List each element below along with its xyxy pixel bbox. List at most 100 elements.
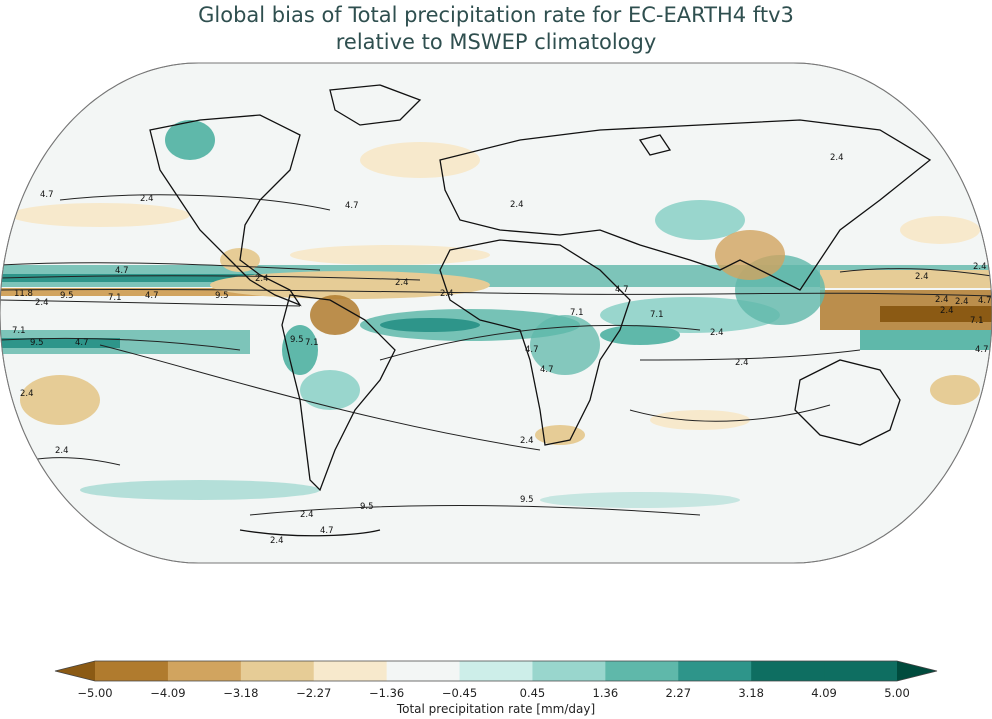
colorbar-cell <box>95 661 169 681</box>
contour-label: 2.4 <box>20 389 34 399</box>
colorbar-cell <box>824 661 898 681</box>
map-title-line2: relative to MSWEP climatology <box>335 30 657 54</box>
contour-label: 2.4 <box>395 278 409 288</box>
bias-patch <box>20 375 100 425</box>
contour-label: 9.5 <box>360 502 374 512</box>
contour-line <box>0 262 321 271</box>
bias-patch <box>360 142 480 178</box>
contour-label: 2.4 <box>915 272 929 282</box>
colorbar-tick-label: −4.09 <box>150 686 186 700</box>
colorbar-cell <box>678 661 752 681</box>
colorbar <box>54 660 938 682</box>
continent-outline <box>239 529 381 537</box>
continent-outline <box>439 119 932 291</box>
bias-patch <box>0 338 120 348</box>
contour-label: 2.4 <box>710 328 724 338</box>
contour-label: 9.5 <box>290 335 304 345</box>
bias-patch <box>165 120 215 160</box>
contour-label: 9.5 <box>60 291 74 301</box>
colorbar-label: Total precipitation rate [mm/day] <box>396 702 596 716</box>
contour-line <box>249 505 701 516</box>
contour-label: 7.1 <box>12 326 26 336</box>
contour-label: 2.4 <box>935 295 949 305</box>
bias-patch <box>535 425 585 445</box>
colorbar-tick-label: 4.09 <box>811 686 837 700</box>
contour-label: 2.4 <box>440 289 454 299</box>
bias-patch <box>300 370 360 410</box>
contour-label: 4.7 <box>345 201 359 211</box>
contour-line <box>59 194 331 211</box>
bias-patch <box>540 492 740 508</box>
contour-line <box>0 275 421 281</box>
colorbar-cell <box>240 661 315 681</box>
contour-label: 2.4 <box>270 536 284 546</box>
contour-line <box>0 299 301 307</box>
colorbar-tick-label: 5.00 <box>884 686 910 700</box>
contour-line <box>0 337 241 351</box>
continent-outline <box>794 359 901 446</box>
colorbar-tick-label: −1.36 <box>369 686 405 700</box>
colorbar-frame <box>54 660 938 682</box>
colorbar-tick-label: −5.00 <box>77 686 113 700</box>
contour-label: 4.7 <box>115 266 129 276</box>
bias-field <box>0 84 992 537</box>
colorbar-tick-label: −2.27 <box>296 686 332 700</box>
map-title-line1: Global bias of Total precipitation rate … <box>198 3 794 27</box>
contour-line <box>0 288 992 297</box>
contour-label: 4.7 <box>540 365 554 375</box>
colorbar-tick-label: 2.27 <box>665 686 692 700</box>
colorbar-cell <box>386 661 461 681</box>
bias-patch <box>10 203 190 227</box>
colorbar-tick-label: −3.18 <box>223 686 259 700</box>
contour-line <box>379 324 701 361</box>
bias-patch <box>880 306 992 322</box>
continent-outline <box>149 114 302 307</box>
bias-patch <box>930 375 980 405</box>
contour-label: 2.4 <box>520 436 534 446</box>
contour-label: 2.4 <box>255 274 269 284</box>
contour-label: 7.1 <box>570 308 584 318</box>
contour-line <box>99 344 541 451</box>
colorbar-cell <box>605 661 679 681</box>
bias-patch <box>600 297 780 333</box>
colorbar-cell <box>532 661 606 681</box>
contour-label: 11.8 <box>14 289 33 299</box>
bias-patch <box>310 295 360 335</box>
contour-label: 9.5 <box>215 291 229 301</box>
contour-label: 2.4 <box>973 262 987 272</box>
bias-patch <box>0 274 330 282</box>
globe-border <box>0 62 992 564</box>
contour-label: 2.4 <box>955 297 969 307</box>
contour-label: 4.7 <box>615 285 629 295</box>
contour-label: 4.7 <box>975 345 989 355</box>
contour-label: 4.7 <box>40 190 54 200</box>
contour-label: 2.4 <box>510 200 524 210</box>
bias-patch <box>655 200 745 240</box>
contour-line <box>29 457 121 466</box>
contour-label: 7.1 <box>650 310 664 320</box>
bias-patch <box>715 230 785 280</box>
colorbar-tick-label: −0.45 <box>441 686 478 700</box>
contour-label: 7.1 <box>305 338 319 348</box>
contour-label: 2.4 <box>940 306 954 316</box>
colorbar-cell <box>313 661 388 681</box>
contour-label: 2.4 <box>830 153 844 163</box>
contour-label: 2.4 <box>35 298 49 308</box>
contour-labels: 4.7 2.44.7 2.44.72.411.8 9.5 7.1 4.7 9.52.47.1… <box>12 153 992 546</box>
bias-patch <box>380 318 480 332</box>
contour-line <box>839 268 992 277</box>
colorbar-tick-label: 3.18 <box>738 686 764 700</box>
bias-patch <box>290 245 490 265</box>
contour-label: 7.1 <box>108 293 122 303</box>
continent-outline <box>329 84 422 126</box>
contour-label: 4.7 <box>145 291 159 301</box>
bias-patch <box>80 480 320 500</box>
contour-label: 7.1 <box>970 316 984 326</box>
continent-outline <box>638 134 672 156</box>
contour-label: 2.4 <box>735 358 749 368</box>
contour-line <box>629 404 831 422</box>
colorbar-tick-label: 1.36 <box>592 686 619 700</box>
colorbar-extend-low <box>55 661 95 681</box>
contour-label: 9.5 <box>30 338 44 348</box>
bias-patch <box>900 216 980 244</box>
